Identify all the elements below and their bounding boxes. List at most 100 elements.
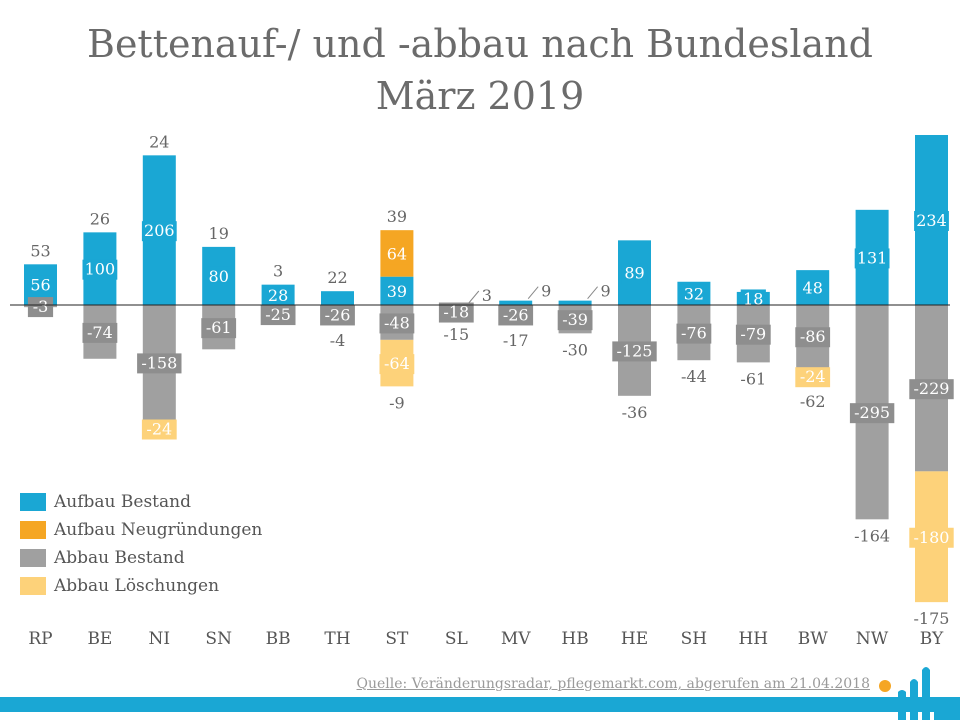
data-label-bg-aufbau_bestand-HE (621, 263, 648, 284)
leader-line-HB (587, 286, 598, 299)
data-label-abbau_loeschungen-BY: -180 (914, 528, 950, 547)
data-label-abbau_bestand-NW: -295 (854, 403, 890, 422)
net-top-label-SL: 3 (482, 286, 492, 305)
data-label-aufbau_bestand-SN: 80 (209, 267, 229, 286)
net-top-label-BE: 26 (90, 209, 110, 228)
net-top-label-MV: 9 (541, 282, 551, 301)
data-label-bg-aufbau_bestand-BW (800, 278, 826, 299)
data-label-aufbau_bestand-BY: 234 (916, 211, 947, 230)
data-label-bg-abbau_bestand-TH (320, 305, 355, 326)
data-label-abbau_bestand-BE: -74 (87, 323, 113, 342)
data-label-bg-aufbau_bestand-BB (265, 285, 291, 306)
category-label-HH: HH (738, 629, 768, 649)
category-label-NW: NW (856, 629, 889, 649)
legend-swatch-abbau-bestand (20, 549, 46, 567)
data-label-abbau_loeschungen-BW: -24 (800, 367, 826, 386)
bar-aufbau_bestand-MV (499, 300, 533, 305)
legend-label-aufbau-neugruendungen: Aufbau Neugründungen (54, 520, 263, 540)
legend-label-abbau-bestand: Abbau Bestand (54, 548, 185, 568)
data-label-aufbau_neugruendungen-ST: 64 (387, 244, 407, 263)
data-label-bg-abbau_bestand-BE (82, 322, 118, 343)
data-label-abbau_bestand-BW: -86 (800, 327, 826, 346)
data-label-bg-abbau_bestand-NW (849, 403, 895, 424)
chart-title-line-1: Bettenauf-/ und -abbau nach Bundesland (87, 22, 873, 66)
data-label-aufbau_bestand-NW: 131 (857, 248, 888, 267)
net-bottom-label-SH: -44 (681, 367, 707, 386)
category-label-BB: BB (266, 629, 291, 649)
category-label-SN: SN (205, 629, 232, 649)
leader-line-SL (468, 290, 480, 304)
data-label-abbau_bestand-SL: -18 (443, 303, 469, 322)
data-label-bg-abbau_bestand-HH (735, 324, 771, 345)
data-label-bg-abbau_bestand-SL (438, 302, 474, 323)
footer-band (0, 697, 960, 712)
net-bottom-label-BY: -175 (914, 609, 950, 628)
data-label-abbau_bestand-HE: -125 (617, 341, 653, 360)
data-label-abbau_loeschungen-NI: -24 (146, 420, 172, 439)
data-label-abbau_bestand-MV: -26 (503, 305, 529, 324)
data-label-aufbau_bestand-BW: 48 (803, 279, 823, 298)
data-label-abbau_bestand-TH: -26 (325, 305, 351, 324)
data-label-aufbau_bestand-RP: 56 (30, 276, 50, 295)
data-label-bg-abbau_bestand-BB (260, 305, 296, 326)
net-top-label-RP: 53 (30, 241, 50, 260)
category-label-MV: MV (501, 629, 531, 649)
data-label-bg-aufbau_bestand-ST (384, 281, 410, 302)
category-label-BE: BE (87, 629, 112, 649)
data-label-bg-abbau_bestand-BY (909, 379, 954, 400)
net-top-label-NI: 24 (149, 132, 169, 151)
data-label-aufbau_bestand-ST: 39 (387, 282, 407, 301)
source-link[interactable]: Quelle: Veränderungsradar, pflegemarkt.c… (356, 676, 870, 692)
data-label-abbau_bestand-RP: -3 (33, 297, 49, 316)
net-top-label-TH: 22 (327, 268, 347, 287)
category-label-HB: HB (561, 629, 588, 649)
data-label-bg-aufbau_bestand-NI (141, 221, 177, 242)
data-label-bg-abbau_bestand-SH (676, 323, 712, 344)
net-top-label-ST: 39 (387, 207, 407, 226)
data-label-bg-aufbau_bestand-SN (206, 266, 232, 287)
net-top-label-SN: 19 (209, 224, 229, 243)
data-label-bg-aufbau_bestand-NW (854, 248, 890, 269)
category-label-NI: NI (149, 629, 171, 649)
net-bottom-label-ST: -9 (389, 393, 405, 412)
leader-line-MV (527, 286, 539, 299)
legend-item-abbau-bestand: Abbau Bestand (20, 544, 262, 572)
category-label-TH: TH (324, 629, 350, 649)
data-label-bg-abbau_bestand-BW (795, 327, 831, 348)
category-label-HE: HE (621, 629, 648, 649)
data-label-bg-aufbau_bestand-HH (740, 289, 766, 310)
data-label-aufbau_bestand-HH: 18 (743, 289, 763, 308)
legend-label-aufbau-bestand: Aufbau Bestand (54, 492, 191, 512)
chart-title: Bettenauf-/ und -abbau nach Bundesland M… (0, 18, 960, 122)
data-label-aufbau_bestand-NI: 206 (144, 221, 175, 240)
data-label-bg-abbau_bestand-NI (137, 353, 182, 374)
net-bottom-label-TH: -4 (330, 331, 346, 350)
chart-title-line-2: März 2019 (375, 74, 585, 118)
net-bottom-label-SL: -15 (443, 325, 469, 344)
legend-swatch-aufbau-bestand (20, 493, 46, 511)
data-label-bg-abbau_bestand-RP (27, 297, 54, 318)
data-label-abbau_bestand-BY: -229 (914, 379, 950, 398)
data-label-abbau_bestand-NI: -158 (141, 353, 177, 372)
data-label-abbau_bestand-HH: -79 (740, 325, 766, 344)
data-label-bg-aufbau_neugruendungen-ST (384, 244, 410, 265)
net-top-label-BB: 3 (273, 262, 283, 281)
data-label-abbau_bestand-SH: -76 (681, 324, 707, 343)
data-label-bg-aufbau_bestand-BY (914, 210, 949, 231)
data-label-abbau_bestand-ST: -48 (384, 313, 410, 332)
data-label-bg-abbau_bestand-ST (379, 313, 415, 334)
category-label-BY: BY (920, 629, 944, 649)
category-label-RP: RP (28, 629, 52, 649)
bar-aufbau_bestand-HB (558, 300, 592, 305)
legend-swatch-abbau-loeschungen (20, 577, 46, 595)
data-label-abbau_bestand-BB: -25 (265, 305, 291, 324)
net-bottom-label-HE: -36 (622, 403, 648, 422)
data-label-aufbau_bestand-HE: 89 (624, 264, 644, 283)
data-label-bg-aufbau_bestand-SH (681, 284, 707, 305)
data-label-bg-aufbau_bestand-RP (27, 275, 54, 296)
net-bottom-label-MV: -17 (503, 331, 529, 350)
data-label-bg-abbau_bestand-SN (201, 318, 237, 339)
legend-item-aufbau-bestand: Aufbau Bestand (20, 488, 262, 516)
data-label-aufbau_bestand-SH: 32 (684, 284, 704, 303)
bar-aufbau_bestand-TH (321, 291, 354, 305)
